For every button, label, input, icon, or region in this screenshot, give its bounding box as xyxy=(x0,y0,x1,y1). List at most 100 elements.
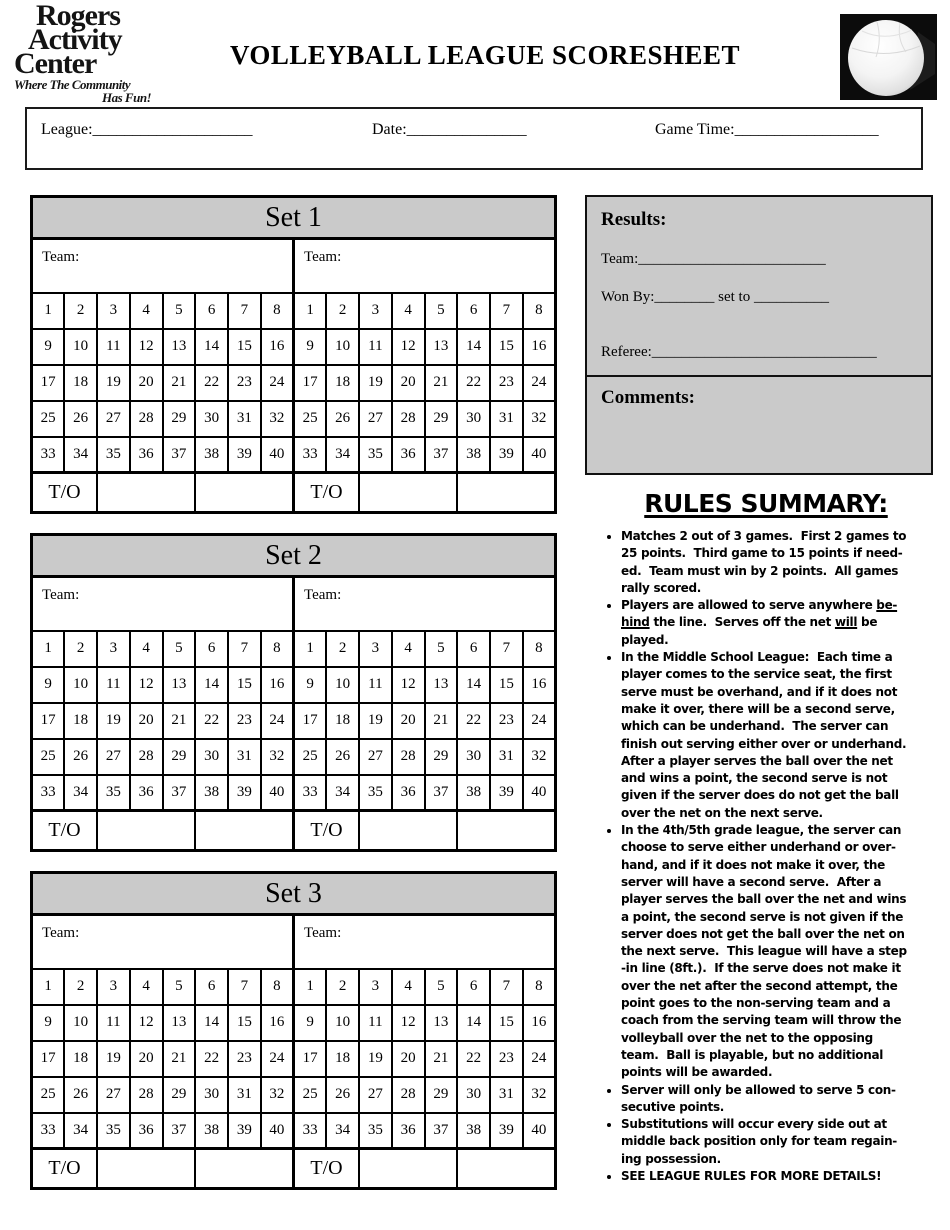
score-cell: 11 xyxy=(96,327,131,366)
score-number-row: 17 18 19 20 21 22 23 24 17 18 19 20 21 22 23 24 xyxy=(30,363,557,402)
score-cell: 6 xyxy=(194,629,229,668)
score-cell: 7 xyxy=(489,629,524,668)
logo-tagline: Has Fun! xyxy=(102,90,152,105)
score-cell: 5 xyxy=(161,967,197,1006)
score-cell: 24 xyxy=(521,701,557,740)
score-cell: 10 xyxy=(63,327,98,366)
score-cell: 12 xyxy=(128,327,164,366)
score-cell: 7 xyxy=(227,629,262,668)
results-section: Results: Team:_________________________ … xyxy=(587,197,931,377)
score-cell: 13 xyxy=(161,327,197,366)
score-cell: 30 xyxy=(456,1075,491,1114)
score-cell: 19 xyxy=(96,1039,131,1078)
score-cell: 15 xyxy=(227,1003,262,1042)
timeout-blank-cell xyxy=(357,471,459,514)
score-cell: 30 xyxy=(194,737,229,776)
score-cell: 6 xyxy=(194,291,229,330)
score-cell: 31 xyxy=(227,1075,262,1114)
score-cell: 39 xyxy=(489,1111,524,1150)
score-cell: 34 xyxy=(325,435,360,474)
team-name-field: Team: xyxy=(30,237,295,294)
score-cell: 13 xyxy=(161,665,197,704)
score-cell: 38 xyxy=(456,1111,491,1150)
score-cell: 36 xyxy=(128,1111,164,1150)
score-cell: 17 xyxy=(30,1039,66,1078)
score-cell: 11 xyxy=(358,665,393,704)
score-cell: 31 xyxy=(227,399,262,438)
volleyball-icon xyxy=(840,14,937,100)
score-cell: 21 xyxy=(423,363,459,402)
score-cell: 36 xyxy=(390,773,426,812)
score-cell: 21 xyxy=(161,363,197,402)
score-cell: 33 xyxy=(30,773,66,812)
score-cell: 2 xyxy=(325,967,360,1006)
score-cell: 6 xyxy=(456,291,491,330)
score-cell: 17 xyxy=(292,701,328,740)
score-cell: 5 xyxy=(423,291,459,330)
score-cell: 3 xyxy=(96,629,131,668)
score-number-row: 17 18 19 20 21 22 23 24 17 18 19 20 21 22 23 24 xyxy=(30,1039,557,1078)
score-cell: 26 xyxy=(63,737,98,776)
score-cell: 19 xyxy=(358,701,393,740)
score-cell: 33 xyxy=(292,773,328,812)
score-cell: 15 xyxy=(489,327,524,366)
score-cell: 14 xyxy=(456,327,491,366)
score-cell: 37 xyxy=(161,435,197,474)
score-cell: 29 xyxy=(161,737,197,776)
score-cell: 10 xyxy=(325,327,360,366)
score-cell: 35 xyxy=(96,773,131,812)
score-cell: 23 xyxy=(227,1039,262,1078)
score-cell: 18 xyxy=(63,1039,98,1078)
score-cell: 21 xyxy=(161,701,197,740)
results-box: Results: Team:_________________________ … xyxy=(585,195,933,475)
score-cell: 40 xyxy=(259,1111,295,1150)
score-number-row: 17 18 19 20 21 22 23 24 17 18 19 20 21 22 23 24 xyxy=(30,701,557,740)
team-label: Team: xyxy=(42,249,80,265)
score-cell: 30 xyxy=(194,399,229,438)
timeout-blank-cell xyxy=(194,809,295,852)
score-cell: 18 xyxy=(63,701,98,740)
score-cell: 4 xyxy=(390,629,426,668)
timeout-blank-cell xyxy=(357,1147,459,1190)
score-number-row: 25 26 27 28 29 30 31 32 25 26 27 28 29 30 31 32 xyxy=(30,737,557,776)
score-cell: 4 xyxy=(128,291,164,330)
score-cell: 19 xyxy=(358,363,393,402)
score-cell: 3 xyxy=(358,291,393,330)
score-cell: 38 xyxy=(456,435,491,474)
rule-item: In the 4th/5th grade league, the server … xyxy=(621,822,949,1081)
score-cell: 39 xyxy=(227,773,262,812)
score-number-row: 33 34 35 36 37 38 39 40 33 34 35 36 37 38 39 40 xyxy=(30,1111,557,1150)
score-cell: 40 xyxy=(521,773,557,812)
score-cell: 2 xyxy=(63,291,98,330)
score-cell: 22 xyxy=(194,701,229,740)
timeout-label: T/O xyxy=(30,809,98,852)
score-cell: 18 xyxy=(325,363,360,402)
score-cell: 9 xyxy=(30,327,66,366)
score-cell: 21 xyxy=(423,701,459,740)
logo-tagline: Where The Community xyxy=(14,77,131,92)
score-cell: 18 xyxy=(325,701,360,740)
score-cell: 17 xyxy=(292,363,328,402)
timeout-blank-cell xyxy=(194,1147,295,1190)
score-cell: 8 xyxy=(259,967,295,1006)
score-cell: 13 xyxy=(423,327,459,366)
score-cell: 37 xyxy=(161,773,197,812)
score-cell: 16 xyxy=(521,327,557,366)
score-cell: 13 xyxy=(161,1003,197,1042)
score-cell: 32 xyxy=(521,399,557,438)
timeout-blank-cell xyxy=(456,471,557,514)
score-cell: 32 xyxy=(259,737,295,776)
score-cell: 29 xyxy=(423,399,459,438)
score-cell: 5 xyxy=(161,291,197,330)
score-cell: 37 xyxy=(161,1111,197,1150)
score-cell: 9 xyxy=(30,1003,66,1042)
score-number-row: 9 10 11 12 13 14 15 16 9 10 11 12 13 14 15 16 xyxy=(30,665,557,704)
score-cell: 28 xyxy=(128,1075,164,1114)
score-cell: 25 xyxy=(30,399,66,438)
team-label: Team: xyxy=(304,925,342,941)
score-cell: 30 xyxy=(456,737,491,776)
rule-item: Server will only be allowed to serve 5 c… xyxy=(621,1082,949,1117)
timeout-label: T/O xyxy=(292,1147,360,1190)
